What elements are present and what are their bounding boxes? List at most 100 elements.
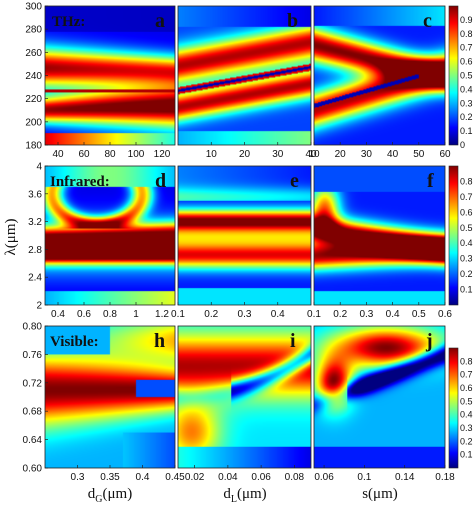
colorbar-tick-label: 0.7 xyxy=(460,192,473,202)
heatmap-image-c xyxy=(314,6,445,145)
y-tick-label: 260 xyxy=(25,48,42,59)
colorbar-tick-label: 0.5 xyxy=(460,223,473,233)
x-axis-label-dl-unit: (μm) xyxy=(237,486,267,502)
colorbar-tick-label: 0.8 xyxy=(460,176,473,186)
x-tick-label: 0.3 xyxy=(71,472,85,483)
panel-letter-c: c xyxy=(423,10,432,32)
colorbar-tick-label: 0.4 xyxy=(460,410,473,420)
heatmap-panel-j xyxy=(314,326,445,468)
x-tick-label: 0.2 xyxy=(204,309,218,320)
colorbar-tick-label: 0.6 xyxy=(460,383,473,393)
colorbar-tick-label: 0.7 xyxy=(460,43,473,53)
y-tick-label: 180 xyxy=(25,141,42,152)
x-axis-label-dg: dG(μm) xyxy=(88,486,132,505)
x-tick-label: 0.4 xyxy=(51,309,65,320)
colorbar-tick-label: 0.5 xyxy=(460,71,473,81)
heatmap-image-f xyxy=(314,166,445,305)
y-tick-label: 300 xyxy=(25,2,42,13)
x-tick-label: 40 xyxy=(305,149,317,160)
x-tick-label: 30 xyxy=(361,149,373,160)
x-tick-label: 0.1 xyxy=(307,309,321,320)
x-tick-label: 0.3 xyxy=(238,309,252,320)
x-tick-label: 0.1 xyxy=(171,309,185,320)
frame-i xyxy=(177,325,312,469)
heatmap-panel-h xyxy=(45,326,175,468)
heatmap-panel-b xyxy=(178,6,311,145)
heatmap-panel-a xyxy=(45,6,175,145)
y-tick-label: 0.72 xyxy=(23,378,43,389)
heatmap-image-e xyxy=(178,166,311,305)
colorbar-tick-label: 0 xyxy=(460,140,465,150)
y-tick-label: 4 xyxy=(36,162,42,173)
colorbar-bottom xyxy=(448,347,459,469)
x-axis-label-dl-main: d xyxy=(223,486,231,502)
x-tick-label: 10 xyxy=(308,149,320,160)
x-tick-label: 60 xyxy=(439,149,451,160)
colorbar-tick-label: 0.4 xyxy=(460,84,473,94)
y-tick-label: 0.68 xyxy=(23,407,43,418)
colorbar-tick-label: 0.7 xyxy=(460,370,473,380)
panel-letter-b: b xyxy=(287,10,298,32)
x-axis-label-dg-main: d xyxy=(88,486,96,502)
x-tick-label: 20 xyxy=(335,149,347,160)
panel-letter-d: d xyxy=(155,170,166,192)
row-label-infrared: Infrared: xyxy=(50,174,110,190)
x-tick-label: 40 xyxy=(387,149,399,160)
row-label-visible: Visible: xyxy=(50,334,99,350)
x-tick-label: 0.45 xyxy=(165,472,185,483)
x-tick-label: 50 xyxy=(413,149,425,160)
frame-f xyxy=(313,165,446,306)
y-tick-label: 0.76 xyxy=(23,350,43,361)
panel-letter-i: i xyxy=(290,330,296,352)
x-axis-label-dg-sub: G xyxy=(95,494,102,505)
x-tick-label: 0.5 xyxy=(412,309,426,320)
x-tick-label: 0.06 xyxy=(314,472,334,483)
heatmap-panel-c xyxy=(314,6,445,145)
heatmap-panel-f xyxy=(314,166,445,305)
heatmap-panel-e xyxy=(178,166,311,305)
panel-letter-a: a xyxy=(155,10,165,32)
heatmap-image-a xyxy=(45,6,175,145)
y-tick-label: 200 xyxy=(25,117,42,128)
y-tick-label: 3.6 xyxy=(28,189,42,200)
x-axis-label-dg-unit: (μm) xyxy=(103,486,133,502)
x-tick-label: 20 xyxy=(239,149,251,160)
colorbar-tick-label: 0.3 xyxy=(460,423,473,433)
panel-letter-h: h xyxy=(154,330,165,352)
row-label-thz: THz: xyxy=(52,14,85,30)
x-tick-label: 0.1 xyxy=(357,472,371,483)
x-tick-label: 0.14 xyxy=(395,472,415,483)
x-tick-label: 0.4 xyxy=(386,309,400,320)
x-tick-label: 120 xyxy=(154,149,171,160)
x-tick-label: 0.4 xyxy=(271,309,285,320)
heatmap-panel-i xyxy=(178,326,311,468)
colorbar-tick-label: 0.6 xyxy=(460,207,473,217)
heatmap-image-h xyxy=(45,326,175,468)
colorbar-tick-label: 0.2 xyxy=(460,112,473,122)
colorbar-tick-label: 0.5 xyxy=(460,396,473,406)
y-tick-label: 220 xyxy=(25,94,42,105)
x-tick-label: 60 xyxy=(78,149,90,160)
frame-c xyxy=(313,5,446,146)
colorbar-tick-label: 0.1 xyxy=(460,450,473,460)
colorbar-tick-label: 0.3 xyxy=(460,254,473,264)
x-tick-label: 30 xyxy=(272,149,284,160)
x-tick-label: 0.6 xyxy=(438,309,452,320)
x-tick-label: 100 xyxy=(128,149,145,160)
heatmap-image-b xyxy=(178,6,311,145)
heatmap-image-d xyxy=(45,166,175,305)
x-tick-label: 0.6 xyxy=(77,309,91,320)
colorbar-tick-label: 0.4 xyxy=(460,238,473,248)
x-axis-label-s: s(μm) xyxy=(362,486,398,502)
x-tick-label: 1.2 xyxy=(155,309,169,320)
y-tick-label: 240 xyxy=(25,71,42,82)
y-tick-label: 0.80 xyxy=(23,322,43,333)
y-tick-label: 2.4 xyxy=(28,273,42,284)
x-tick-label: 10 xyxy=(206,149,218,160)
x-tick-label: 0.06 xyxy=(251,472,271,483)
x-tick-label: 0.35 xyxy=(100,472,120,483)
panel-letter-e: e xyxy=(290,170,299,192)
colorbar-tick-label: 0.1 xyxy=(460,285,473,295)
